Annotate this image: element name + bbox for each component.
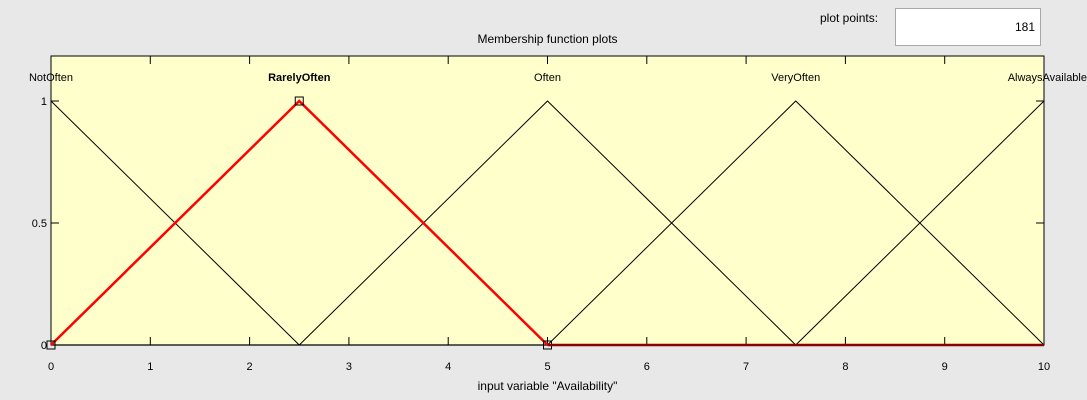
y-tick-label: 0.5 <box>32 218 47 230</box>
x-tick-label: 3 <box>346 361 352 373</box>
x-tick-label: 5 <box>544 361 550 373</box>
mf-vertex-handle[interactable] <box>294 96 304 106</box>
x-tick-label: 8 <box>842 361 848 373</box>
x-axis-label: input variable "Availability" <box>477 379 618 393</box>
plot-points-label: plot points: <box>820 11 879 25</box>
mf-line-often[interactable] <box>298 100 797 346</box>
mf-line-veryoften[interactable] <box>547 100 1045 346</box>
mf-vertex-handle[interactable] <box>46 340 56 350</box>
membership-functions: NotOften Often VeryOften AlwaysAvailable Rar… <box>29 72 1087 350</box>
mf-label-veryoften[interactable]: VeryOften <box>771 72 820 84</box>
plot-points-input[interactable] <box>895 8 1041 46</box>
mf-line-rarelyoften[interactable] <box>50 99 549 346</box>
mf-label-often[interactable]: Often <box>534 72 561 84</box>
x-tick-label: 0 <box>48 361 54 373</box>
mf-label-alwaysavailable[interactable]: AlwaysAvailable <box>1008 72 1087 84</box>
mf-label-notoften[interactable]: NotOften <box>29 72 73 84</box>
mf-label-rarelyoften[interactable]: RarelyOften <box>268 72 331 84</box>
x-tick-label: 7 <box>743 361 749 373</box>
y-tick-label: 1 <box>41 96 47 108</box>
y-tick-label: 0 <box>41 340 47 352</box>
x-tick-label: 4 <box>445 361 451 373</box>
plot-title: Membership function plots <box>477 32 618 46</box>
mf-line-alwaysavailable[interactable] <box>795 100 1045 346</box>
x-tick-label: 10 <box>1038 361 1050 373</box>
x-tick-label: 1 <box>147 361 153 373</box>
x-tick-label: 9 <box>942 361 948 373</box>
x-tick-label: 6 <box>644 361 650 373</box>
plot-area[interactable] <box>50 55 1045 346</box>
x-tick-label: 2 <box>247 361 253 373</box>
